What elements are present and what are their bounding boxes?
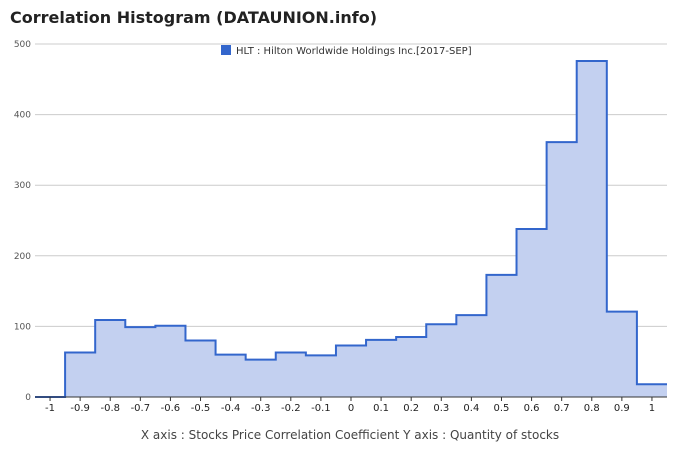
x-tick-label: 0.8 — [584, 403, 600, 414]
histogram-bin — [607, 312, 637, 397]
histogram-bin — [517, 229, 547, 397]
x-tick-label: -0.6 — [161, 403, 181, 414]
x-tick-label: 0.7 — [554, 403, 570, 414]
x-tick-label: 0.2 — [403, 403, 419, 414]
histogram-bin — [486, 275, 516, 397]
y-tick-label: 500 — [14, 40, 31, 50]
x-tick-label: -0.8 — [100, 403, 120, 414]
histogram-bin — [577, 61, 607, 397]
x-tick-label: -0.2 — [281, 403, 301, 414]
histogram-bin — [306, 355, 336, 397]
x-tick-label: 0.3 — [433, 403, 449, 414]
x-tick-label: 0 — [348, 403, 354, 414]
y-tick-label: 300 — [14, 181, 31, 191]
histogram-bin — [396, 337, 426, 397]
x-tick-label: -0.7 — [131, 403, 151, 414]
histogram-bin — [246, 360, 276, 397]
histogram-bin — [125, 327, 155, 397]
histogram-bin — [547, 142, 577, 397]
legend-label: HLT : Hilton Worldwide Holdings Inc.[201… — [236, 46, 472, 57]
y-axis-ticks: 0 100 200 300 400 500 — [14, 40, 31, 403]
histogram-bin — [155, 326, 185, 397]
histogram-area — [35, 60, 667, 397]
histogram-bin — [185, 341, 215, 397]
legend: HLT : Hilton Worldwide Holdings Inc.[201… — [221, 45, 472, 57]
y-tick-label: 400 — [14, 111, 31, 121]
histogram-bin — [276, 353, 306, 397]
histogram-bin — [336, 345, 366, 397]
x-tick-label: -0.1 — [311, 403, 331, 414]
x-tick-label: 0.9 — [614, 403, 630, 414]
x-tick-label: -0.4 — [221, 403, 241, 414]
y-tick-label: 200 — [14, 252, 31, 262]
y-tick-label: 0 — [25, 393, 31, 403]
histogram-line — [35, 59, 667, 398]
x-tick-label: -0.9 — [70, 403, 90, 414]
histogram-bin — [456, 315, 486, 397]
histogram-bin — [366, 340, 396, 397]
histogram-series — [35, 59, 667, 398]
y-tick-label: 100 — [14, 322, 31, 332]
axis-caption: X axis : Stocks Price Correlation Coeffi… — [140, 428, 560, 442]
x-tick-label: -0.5 — [191, 403, 211, 414]
histogram-bin — [95, 320, 125, 397]
x-tick-label: -0.3 — [251, 403, 271, 414]
x-tick-label: -1 — [45, 403, 55, 414]
x-tick-label: 1 — [649, 403, 655, 414]
chart-title: Correlation Histogram (DATAUNION.info) — [10, 8, 377, 27]
x-axis-ticks: -1 -0.9 -0.8 -0.7 -0.6 -0.5 -0.4 -0.3 -0.2 -0.1 0 0… — [45, 397, 655, 414]
x-tick-label: 0.6 — [524, 403, 540, 414]
legend-swatch — [221, 45, 231, 55]
histogram-bin — [216, 355, 246, 397]
x-tick-label: 0.4 — [463, 403, 479, 414]
histogram-bin — [426, 324, 456, 397]
x-tick-label: 0.1 — [373, 403, 389, 414]
x-tick-label: 0.5 — [494, 403, 510, 414]
histogram-bin — [65, 353, 95, 397]
histogram-bin — [637, 384, 667, 397]
